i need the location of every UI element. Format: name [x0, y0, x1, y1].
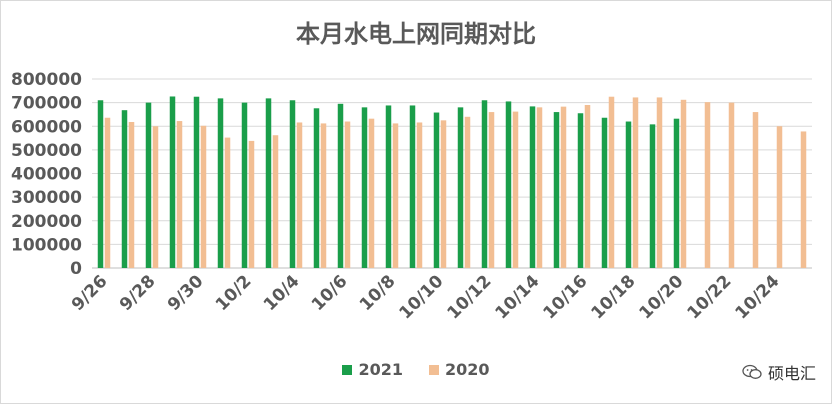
bar-2021 [649, 124, 656, 268]
x-tick-label: 9/28 [116, 271, 160, 315]
bar-2020 [272, 135, 279, 268]
y-tick-label: 600000 [11, 117, 82, 137]
watermark-text: 硕电汇 [767, 364, 816, 383]
x-tick-label: 10/8 [356, 271, 400, 315]
bar-2020 [440, 120, 447, 268]
bar-2020 [488, 112, 495, 268]
y-tick-label: 800000 [11, 70, 82, 90]
bar-2021 [673, 118, 680, 268]
bar-2021 [361, 107, 368, 268]
bar-2021 [601, 117, 608, 269]
legend-label-2021: 2021 [358, 360, 403, 379]
bar-2021 [313, 108, 320, 268]
bar-2021 [337, 103, 344, 269]
x-tick-label: 10/4 [260, 271, 304, 315]
x-tick-label: 10/22 [684, 271, 736, 323]
bar-2020 [344, 121, 351, 269]
bar-2021 [457, 107, 464, 268]
y-tick-label: 0 [70, 259, 82, 279]
bar-2021 [433, 112, 440, 268]
bar-2021 [289, 100, 296, 268]
y-tick-label: 200000 [11, 212, 82, 232]
y-tick-label: 300000 [11, 188, 82, 208]
bar-2021 [553, 112, 560, 268]
bar-2020 [464, 116, 471, 268]
bar-2021 [505, 101, 512, 268]
bar-2020 [776, 126, 783, 268]
y-tick-label: 400000 [11, 165, 82, 185]
wechat-icon [742, 364, 762, 379]
bar-2020 [224, 137, 231, 268]
legend-swatch-2021 [342, 364, 353, 375]
bar-2020 [800, 131, 807, 268]
bar-2020 [728, 102, 735, 268]
bar-2021 [193, 96, 200, 268]
bar-2020 [296, 122, 303, 268]
x-tick-label: 10/14 [492, 271, 544, 323]
legend: 2021 2020 [0, 360, 832, 379]
bar-2020 [512, 111, 519, 268]
bar-2021 [145, 102, 152, 268]
bar-2020 [608, 96, 615, 268]
x-tick-label: 10/10 [396, 271, 448, 323]
y-tick-label: 700000 [11, 94, 82, 114]
bar-2020 [128, 121, 135, 268]
bar-2021 [385, 105, 392, 269]
bar-2020 [536, 107, 543, 268]
bar-2020 [176, 121, 183, 269]
bar-2020 [704, 102, 711, 268]
y-tick-label: 500000 [11, 141, 82, 161]
bar-2021 [265, 98, 272, 268]
watermark: 硕电汇 [742, 360, 816, 384]
bar-2020 [632, 97, 639, 269]
x-tick-label: 10/18 [588, 271, 640, 323]
x-tick-label: 10/2 [212, 271, 256, 315]
bar-2020 [584, 104, 591, 268]
bar-2020 [392, 123, 399, 268]
bar-2021 [481, 100, 488, 268]
bar-2021 [529, 106, 536, 268]
bar-2020 [560, 106, 567, 268]
chart-title: 本月水电上网同期对比 [296, 20, 536, 48]
x-tick-label: 10/16 [540, 271, 592, 323]
bar-2021 [625, 121, 632, 269]
bar-2020 [680, 99, 687, 268]
x-tick-label: 10/24 [732, 271, 784, 323]
bar-2020 [416, 122, 423, 268]
bar-2020 [104, 117, 111, 269]
bar-2021 [121, 110, 128, 268]
legend-item-2021: 2021 [342, 360, 403, 379]
y-tick-label: 100000 [11, 235, 82, 255]
legend-item-2020: 2020 [429, 360, 490, 379]
bar-2020 [200, 125, 207, 268]
x-tick-label: 10/6 [308, 271, 352, 315]
legend-label-2020: 2020 [445, 360, 490, 379]
bar-2021 [97, 100, 104, 268]
x-tick-label: 9/30 [164, 271, 208, 315]
bar-2021 [217, 98, 224, 268]
x-tick-label: 10/12 [444, 271, 496, 323]
x-tick-label: 10/20 [636, 271, 688, 323]
bar-2020 [152, 126, 159, 268]
bar-2021 [577, 113, 584, 268]
bar-2021 [169, 96, 176, 268]
legend-swatch-2020 [429, 364, 439, 375]
bar-2020 [368, 118, 375, 268]
bar-2020 [248, 140, 255, 268]
bar-2020 [656, 97, 663, 269]
bar-2020 [320, 123, 327, 268]
bar-2020 [752, 112, 759, 268]
bar-2021 [241, 102, 248, 268]
bar-2021 [409, 105, 416, 269]
